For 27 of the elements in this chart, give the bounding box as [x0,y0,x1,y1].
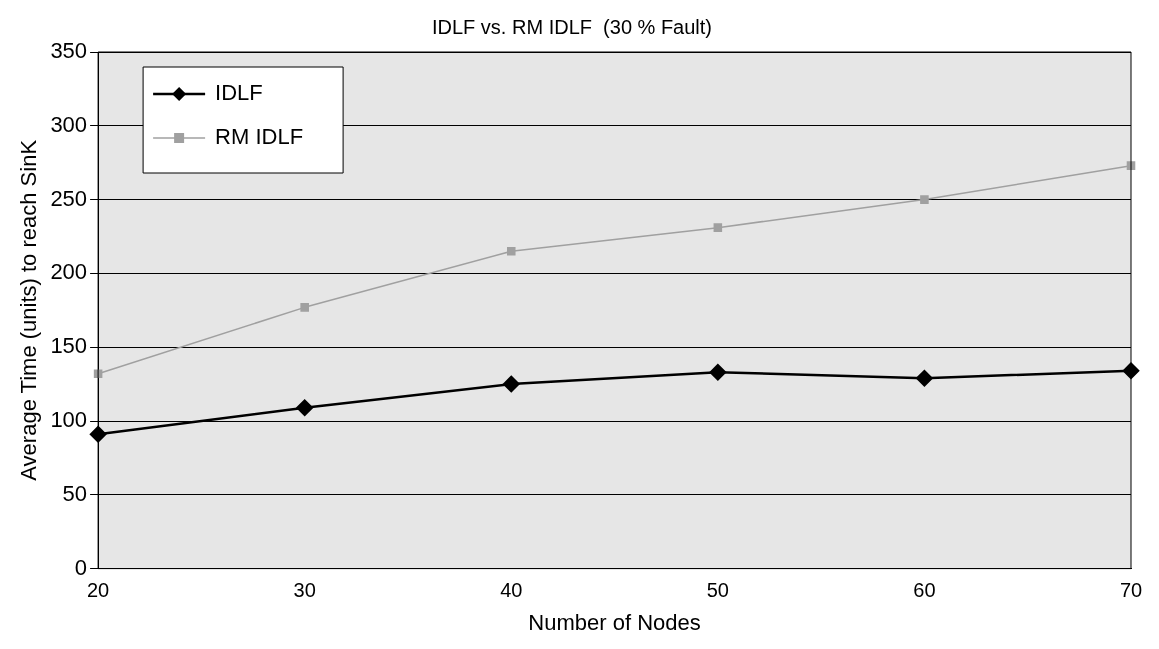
x-tick-label: 40 [500,579,523,602]
x-tick-label: 20 [86,579,110,602]
y-axis-title: Average Time (units) to reach SinK [16,139,42,481]
point [920,195,929,204]
legend-label: IDLF [215,80,263,106]
y-tick-label: 250 [50,185,88,211]
point [300,303,309,312]
y-tick-label: 0 [74,554,88,580]
legend-label: RM IDLF [215,124,304,150]
point [713,223,723,232]
point [709,364,727,381]
point [503,375,520,393]
y-tick-label: 300 [50,111,88,137]
point [506,246,516,256]
x-axis-title: Number of Nodes [528,609,701,635]
y-tick-label: 100 [50,407,88,433]
y-tick-label: 50 [62,480,88,506]
x-tick-label: 60 [913,579,936,602]
y-tick-label: 200 [50,259,88,285]
y-tick-label: 350 [50,38,88,64]
x-tick-label: 50 [706,579,729,602]
point [916,369,933,387]
x-tick-label: 70 [1119,579,1143,602]
chart-title: IDLF vs. RM IDLF (30 % Fault) [431,15,713,38]
y-tick-label: 150 [50,333,88,359]
point [296,399,313,416]
x-tick-label: 30 [293,579,316,602]
